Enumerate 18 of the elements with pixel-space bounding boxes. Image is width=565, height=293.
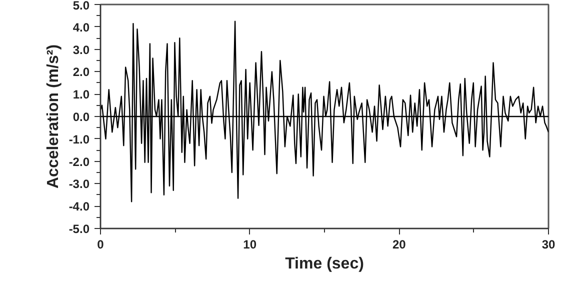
y-tick-label: -4.0 — [68, 200, 90, 214]
y-tick-label: 1.0 — [72, 88, 90, 102]
x-tick-label: 10 — [243, 238, 257, 252]
x-tick-label: 0 — [97, 238, 104, 252]
x-tick-label: 20 — [392, 238, 406, 252]
y-axis-title: Acceleration (m/s²) — [44, 44, 62, 189]
y-tick-label: 5.0 — [72, 0, 90, 12]
x-tick-label: 30 — [542, 238, 556, 252]
x-axis-title: Time (sec) — [285, 256, 364, 272]
y-tick-label: 0.0 — [72, 110, 90, 124]
y-tick-label: -1.0 — [68, 132, 90, 146]
y-tick-label: 2.0 — [72, 65, 90, 80]
line-series — [100, 20, 548, 202]
y-tick-label: 3.0 — [72, 42, 90, 57]
y-tick-label: -2.0 — [68, 154, 90, 169]
y-tick-label: 4.0 — [72, 20, 90, 34]
y-tick-label: -3.0 — [68, 177, 90, 192]
y-tick-label: -5.0 — [68, 222, 90, 236]
